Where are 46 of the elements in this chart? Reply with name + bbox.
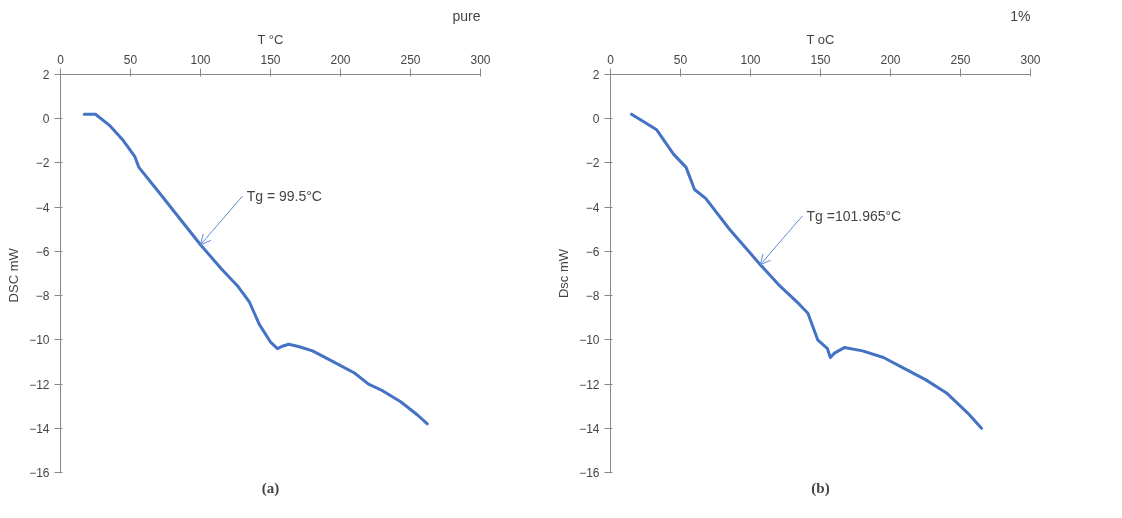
x-tick-label: 150	[260, 52, 281, 67]
chart-subtitle: pure	[452, 7, 481, 24]
y-tick-label: −2	[35, 156, 50, 171]
y-axis-title: Dsc mW	[556, 248, 572, 299]
y-tick-label: −14	[579, 421, 600, 436]
y-tick-label: −8	[35, 289, 50, 304]
x-tick-label: 150	[810, 52, 831, 67]
y-tick-label: −4	[35, 200, 50, 215]
chart-subtitle: 1%	[1010, 7, 1031, 24]
x-tick-label: 250	[400, 52, 421, 67]
x-tick-label: 100	[740, 52, 761, 67]
x-tick-label: 300	[470, 52, 491, 67]
x-tick-label: 100	[190, 52, 211, 67]
y-tick-label: 2	[592, 68, 600, 82]
y-tick-label: 0	[592, 112, 600, 127]
y-tick-label: −10	[579, 333, 600, 348]
x-tick-label: 0	[57, 52, 65, 67]
x-tick-label: 200	[880, 52, 901, 67]
line-series	[630, 112, 983, 430]
y-tick-label: 0	[42, 112, 50, 127]
y-tick-label: −12	[29, 377, 50, 392]
y-axis-title: DSC mW	[6, 247, 22, 303]
annotation: Tg = 99.5°C	[246, 188, 322, 205]
text: (b)	[811, 479, 830, 497]
y-tick-label: −6	[585, 244, 600, 259]
y-tick-label: −16	[579, 466, 600, 480]
y-tick-label: −10	[29, 333, 50, 348]
y-tick-label: −6	[35, 244, 50, 259]
y-tick-label: −12	[579, 377, 600, 392]
x-axis-title: T oC	[806, 31, 835, 47]
y-tick-label: −14	[29, 421, 50, 436]
line-series	[82, 112, 429, 426]
y-tick-label: −4	[585, 200, 600, 215]
annotation: Tg =101.965°C	[806, 208, 902, 225]
text: (a)	[261, 479, 280, 497]
y-tick-label: −16	[29, 466, 50, 480]
y-tick-label: −2	[585, 156, 600, 171]
x-axis-title: T °C	[257, 31, 284, 47]
x-tick-label: 50	[123, 52, 138, 67]
x-tick-label: 250	[950, 52, 971, 67]
x-tick-label: 0	[607, 52, 615, 67]
x-tick-label: 300	[1020, 52, 1041, 67]
y-tick-label: −8	[585, 289, 600, 304]
x-tick-label: 200	[330, 52, 351, 67]
y-tick-label: 2	[42, 68, 50, 82]
x-tick-label: 50	[673, 52, 688, 67]
